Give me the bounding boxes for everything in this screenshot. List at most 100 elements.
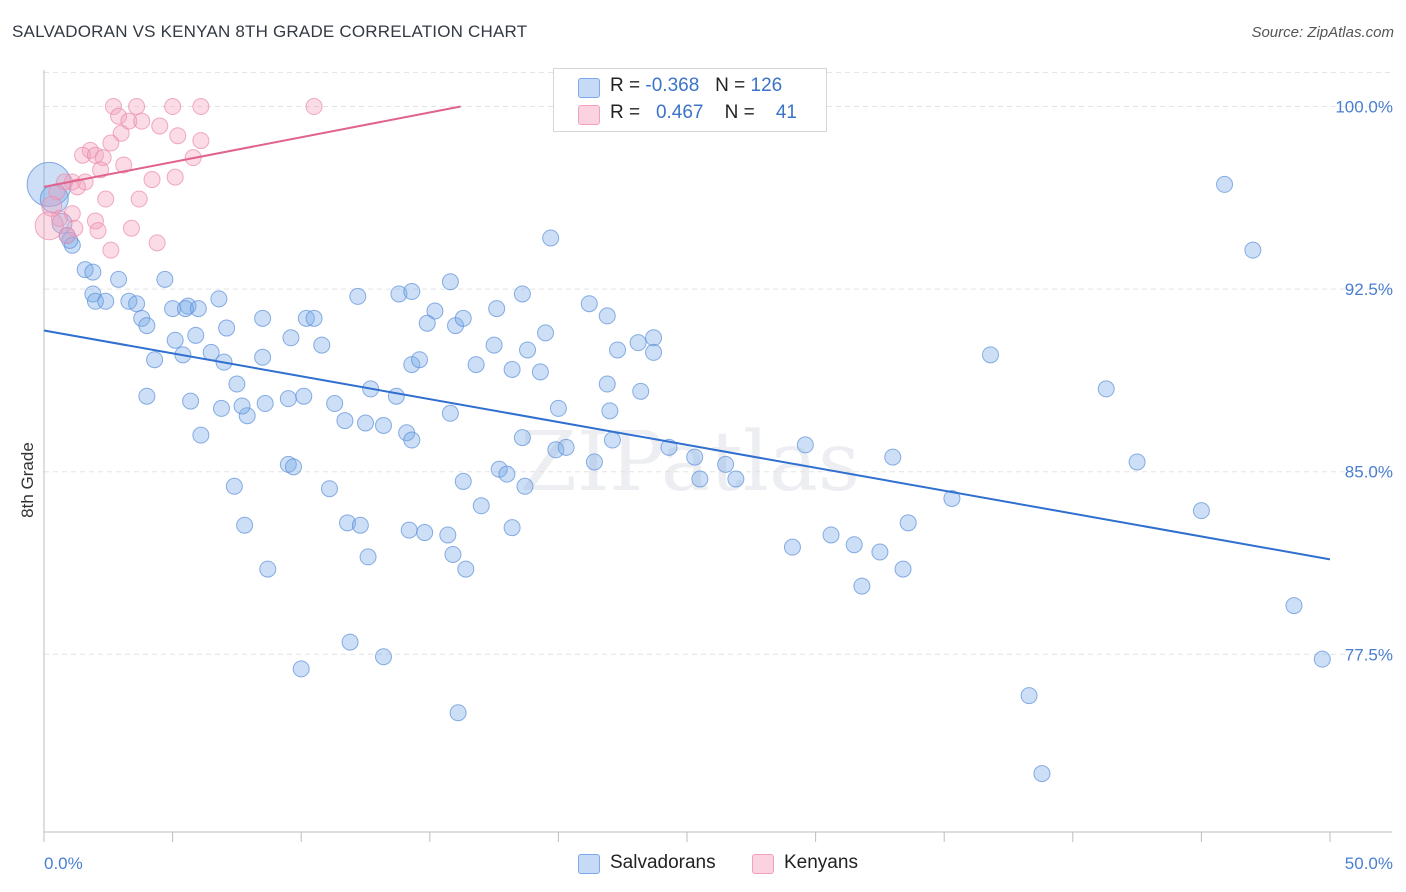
kenyan-point (148, 234, 166, 252)
salvadorans-points (26, 161, 1331, 783)
salvadoran-point (645, 343, 663, 361)
salvadoran-point (320, 480, 338, 498)
salvadorans-swatch (578, 78, 600, 98)
salvadoran-point (513, 285, 531, 303)
salvadoran-point (727, 470, 745, 488)
kenyan-point (115, 156, 133, 174)
salvadoran-point (717, 455, 735, 473)
salvadoran-point (351, 516, 369, 534)
salvadoran-point (166, 331, 184, 349)
salvadoran-point (416, 524, 434, 542)
salvadoran-point (187, 326, 205, 344)
x-tick-label: 0.0% (44, 854, 83, 873)
salvadoran-point (585, 453, 603, 471)
salvadoran-point (359, 548, 377, 566)
salvadoran-point (326, 395, 344, 413)
salvadoran-point (138, 387, 156, 405)
salvadoran-point (233, 397, 251, 415)
salvadoran-point (238, 407, 256, 425)
kenyan-point (74, 146, 92, 164)
kenyans-legend-swatch (752, 854, 774, 874)
salvadoran-point (341, 633, 359, 651)
kenyan-point (63, 205, 81, 223)
salvadoran-point (542, 229, 560, 247)
salvadoran-point (1244, 241, 1262, 259)
salvadoran-point (822, 526, 840, 544)
watermark: ZIPatlas (520, 415, 860, 510)
salvadorans-legend-swatch (578, 854, 600, 874)
gridlines (44, 71, 1392, 655)
salvadoran-point (225, 477, 243, 495)
salvadoran-point (336, 412, 354, 430)
salvadoran-point (884, 448, 902, 466)
salvadoran-point (454, 309, 472, 327)
salvadoran-point (390, 285, 408, 303)
salvadoran-point (146, 351, 164, 369)
salvadoran-point (981, 346, 999, 364)
salvadoran-point (357, 414, 374, 432)
kenyan-point (34, 211, 64, 241)
salvadorans-legend-label: Salvadorans (610, 852, 716, 873)
kenyan-point (110, 107, 128, 125)
salvadoran-point (629, 334, 647, 352)
salvadoran-point (537, 324, 555, 342)
tick-labels: 100.0% 92.5% 85.0% 77.5% 0.0% 50.0% (44, 98, 1393, 873)
kenyans-swatch (578, 105, 600, 125)
trend-lines (43, 105, 1331, 561)
salvadoran-point (349, 287, 367, 305)
salvadoran-point (691, 470, 709, 488)
correlation-legend: R = -0.368 N = 126 R = 0.467 N = 41 (553, 68, 827, 132)
kenyan-point (120, 112, 138, 130)
x-tick-label: 50.0% (1345, 854, 1393, 873)
salvadoran-point (503, 519, 521, 537)
salvadoran-point (444, 545, 462, 563)
kenyan-point (68, 178, 86, 196)
salvadoran-point (845, 536, 863, 554)
salvadoran-point (467, 356, 485, 374)
r-value-salvadorans: -0.368 (645, 75, 700, 96)
salvadoran-point (292, 660, 310, 678)
salvadoran-point (1216, 175, 1234, 193)
salvadoran-point (598, 307, 616, 325)
salvadoran-point (686, 448, 704, 466)
n-value-salvadorans: 126 (750, 75, 783, 96)
salvadoran-point (426, 302, 444, 320)
salvadoran-point (418, 314, 436, 332)
y-axis-title-wrap: 8th Grade (8, 430, 48, 530)
salvadoran-point (128, 295, 146, 313)
salvadoran-point (1128, 453, 1146, 471)
kenyan-point (102, 241, 120, 259)
salvadoran-point (279, 390, 297, 408)
kenyan-point (130, 190, 148, 208)
salvadoran-point (254, 309, 272, 327)
kenyan-point (50, 210, 68, 228)
y-tick-label: 77.5% (1345, 645, 1393, 664)
salvadoran-point (189, 300, 207, 318)
salvadoran-point (305, 309, 323, 327)
salvadoran-point (547, 441, 565, 459)
salvadoran-point (632, 382, 650, 400)
salvadoran-point (284, 458, 302, 476)
salvadoran-point (454, 472, 472, 490)
salvadoran-point (796, 436, 814, 454)
salvadoran-point (609, 341, 627, 359)
salvadoran-point (516, 477, 534, 495)
salvadoran-point (179, 297, 197, 315)
salvadoran-point (598, 375, 616, 393)
chart-title: SALVADORAN VS KENYAN 8TH GRADE CORRELATI… (12, 22, 528, 41)
kenyan-point (192, 98, 210, 116)
kenyan-point (102, 134, 120, 152)
salvadoran-point (899, 514, 917, 532)
salvadoran-point (439, 526, 457, 544)
salvadoran-point (1033, 765, 1051, 783)
salvadoran-point (375, 416, 393, 434)
kenyan-point (58, 227, 76, 245)
salvadoran-point (403, 283, 421, 301)
salvadoran-point (457, 560, 475, 578)
salvadoran-point (86, 292, 104, 310)
salvadoran-point (943, 489, 961, 507)
salvadoran-point (400, 521, 418, 539)
salvadoran-point (63, 236, 81, 254)
kenyan-point (164, 98, 182, 116)
kenyan-point (192, 132, 210, 150)
